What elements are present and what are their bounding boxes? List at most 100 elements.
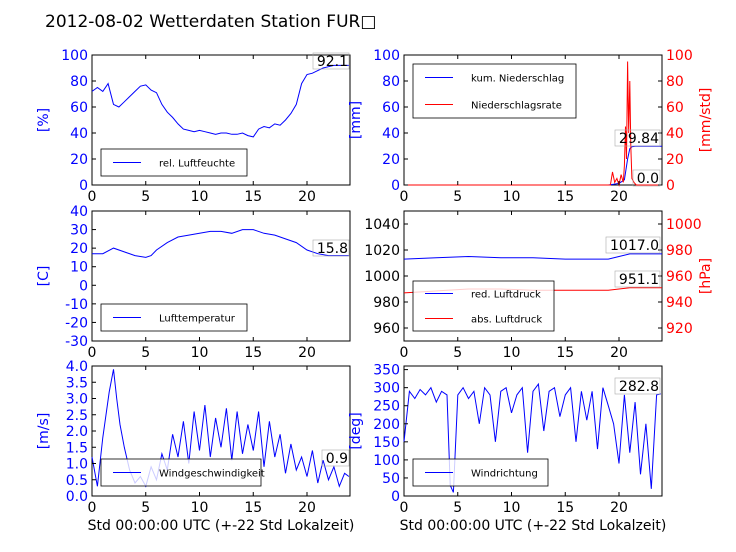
legend-box <box>412 280 555 332</box>
y-tick-label: 1000 <box>364 269 400 285</box>
y-axis-label: [mm] <box>348 101 364 139</box>
annotation-box <box>312 52 350 70</box>
x-tick-label: 10 <box>503 189 521 205</box>
annotation-box <box>614 129 661 147</box>
panel-precipitation: 0 5 10 15 20 0 20 40 60 80 100 0 20 40 60 80 100 [mm] [mm/… <box>348 48 714 205</box>
x-tick-label: 20 <box>298 500 316 516</box>
panel-pressure: 0 5 10 15 20 960 980 1000 1020 1040 920 940 960 980 10… <box>364 210 714 361</box>
x-tick-label: 0 <box>88 189 97 205</box>
y-tick-label: 10 <box>70 260 88 276</box>
y-tick-label: 980 <box>373 295 400 311</box>
y-tick-label: 1.5 <box>66 440 88 456</box>
y-tick-label: 30 <box>70 223 88 239</box>
x-tick-label: 10 <box>191 189 209 205</box>
x-tick-label: 15 <box>556 500 574 516</box>
y-tick-label-right: 980 <box>666 243 693 259</box>
legend-label: Windrichtung <box>471 469 538 480</box>
y-tick-label-right: 920 <box>666 321 693 337</box>
y-tick-label: 0.0 <box>66 489 88 505</box>
x-tick-label: 15 <box>244 500 262 516</box>
y-tick-label: 350 <box>373 363 400 379</box>
y-tick-label: 1020 <box>364 243 400 259</box>
y-tick-label-right: 0 <box>666 178 675 194</box>
y-tick-label-right: 1000 <box>666 217 702 233</box>
x-tick-label: 0 <box>88 500 97 516</box>
series-line <box>403 253 662 260</box>
y-tick-label: 4.0 <box>66 359 88 375</box>
y-tick-label: 150 <box>373 435 400 451</box>
panel-temperature: 0 5 10 15 20 -30 -20 -10 0 10 20 30 40 [C] Lufttempera… <box>36 204 351 361</box>
x-tick-label: 20 <box>298 345 316 361</box>
y-tick-label-right: 960 <box>666 269 693 285</box>
annotation-value: 282.8 <box>619 379 659 395</box>
x-tick-label: 5 <box>141 189 150 205</box>
x-tick-label: 10 <box>503 345 521 361</box>
y-tick-label: -20 <box>65 315 88 331</box>
y-axis-label: [deg] <box>348 412 364 449</box>
y-tick-label: 0 <box>391 178 400 194</box>
y-tick-label-right: 80 <box>666 74 684 90</box>
annotation-box <box>632 169 661 187</box>
y-tick-label: 960 <box>373 321 400 337</box>
x-tick-label: 5 <box>141 500 150 516</box>
y-tick-label: 100 <box>61 48 88 64</box>
x-tick-label: 5 <box>453 345 462 361</box>
y-tick-label: 80 <box>382 74 400 90</box>
annotation-box <box>614 377 661 395</box>
y-tick-label-right: 940 <box>666 295 693 311</box>
y-tick-label: 40 <box>382 126 400 142</box>
annotation-value: 15.8 <box>317 241 348 257</box>
x-tick-label: 0 <box>400 345 409 361</box>
y-tick-label: 60 <box>382 100 400 116</box>
x-tick-label: 15 <box>556 189 574 205</box>
x-tick-label: 15 <box>556 345 574 361</box>
y-axis-label-right: [hPa] <box>698 258 714 294</box>
x-tick-label: 5 <box>141 345 150 361</box>
y-tick-label: 80 <box>70 74 88 90</box>
x-tick-label: 20 <box>610 345 628 361</box>
y-tick-label: 2.0 <box>66 424 88 440</box>
annotation-value: 29.84 <box>619 131 659 147</box>
legend-label: abs. Luftdruck <box>471 315 542 326</box>
annotation-value: 92.1 <box>317 54 348 70</box>
y-tick-label: 0 <box>79 178 88 194</box>
y-tick-label-right: 60 <box>666 100 684 116</box>
y-axis-label: [%] <box>36 108 52 132</box>
y-tick-label: 250 <box>373 399 400 415</box>
legend-box <box>412 63 577 119</box>
legend-box <box>100 458 262 487</box>
x-tick-label: 0 <box>400 189 409 205</box>
y-tick-label-right: 20 <box>666 152 684 168</box>
y-tick-label: 3.0 <box>66 392 88 408</box>
y-tick-label: 2.5 <box>66 408 88 424</box>
x-tick-label: 0 <box>88 345 97 361</box>
legend-label: Lufttemperatur <box>159 314 236 325</box>
annotation-value: 0.0 <box>637 171 659 187</box>
legend-label: Windgeschwindigkeit <box>159 469 265 480</box>
y-tick-label: 20 <box>70 241 88 257</box>
x-tick-label: 5 <box>453 189 462 205</box>
x-tick-label: 20 <box>610 500 628 516</box>
x-tick-label: 5 <box>453 500 462 516</box>
annotation-box <box>321 449 350 467</box>
y-tick-label: 0.5 <box>66 473 88 489</box>
y-tick-label: -10 <box>65 297 88 313</box>
x-tick-label: 20 <box>610 189 628 205</box>
series-line <box>403 382 662 493</box>
y-tick-label: 300 <box>373 381 400 397</box>
x-tick-label: 0 <box>400 500 409 516</box>
y-tick-label: 3.5 <box>66 375 88 391</box>
y-tick-label-right: 100 <box>666 48 693 64</box>
x-axis-label: Std 00:00:00 UTC (+-22 Std Lokalzeit) <box>88 518 355 534</box>
series-line <box>92 229 349 258</box>
x-tick-label: 10 <box>191 500 209 516</box>
y-tick-label: 40 <box>70 204 88 220</box>
annotation-box <box>605 236 661 254</box>
y-axis-label: [m/s] <box>36 413 52 450</box>
panel-humidity: 0 5 10 15 20 0 20 40 60 80 100 [%] rel. Luftfeuchte 9… <box>36 48 351 205</box>
x-tick-label: 20 <box>298 189 316 205</box>
x-tick-label: 10 <box>503 500 521 516</box>
y-tick-label: 1040 <box>364 217 400 233</box>
